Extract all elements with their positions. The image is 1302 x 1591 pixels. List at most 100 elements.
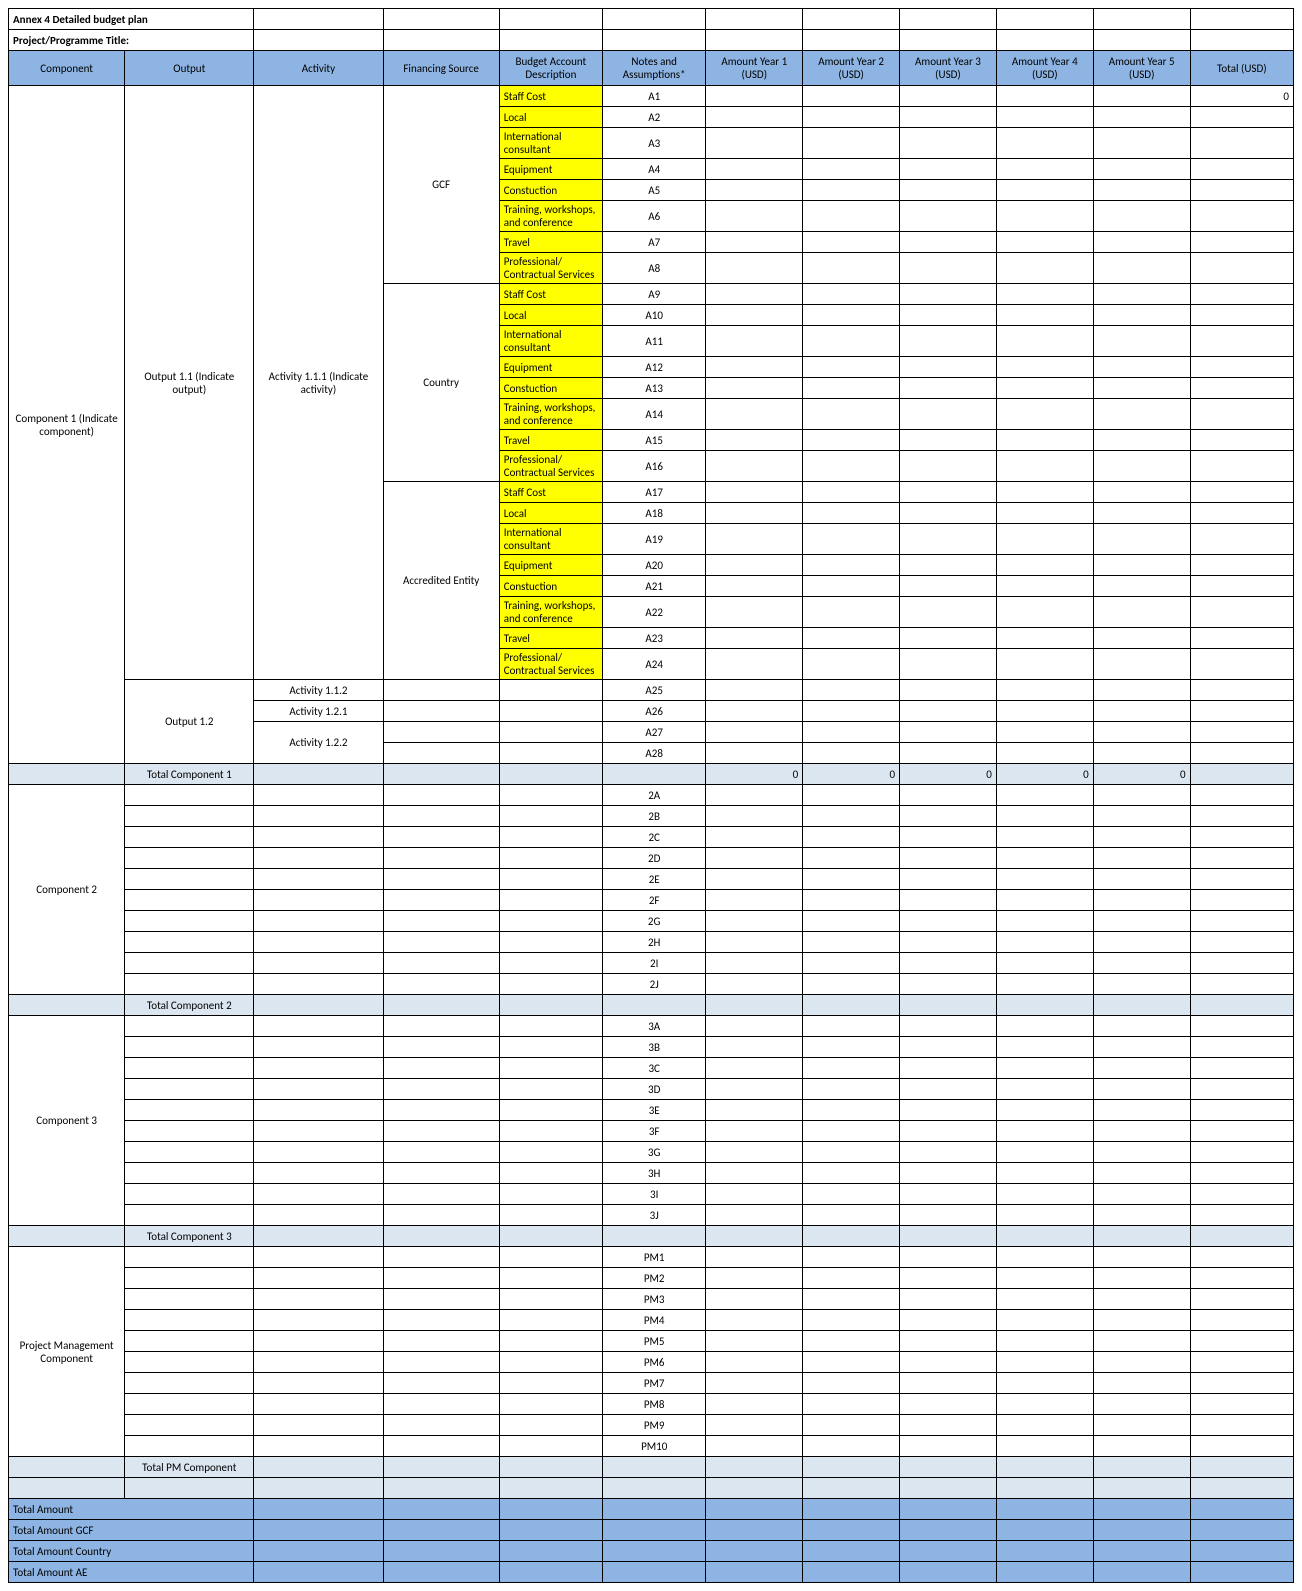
notes-cell: A6 <box>603 201 706 232</box>
header-desc: Budget Account Description <box>499 51 602 86</box>
header-y5: Amount Year 5 (USD) <box>1093 51 1190 86</box>
budget-desc: Staff Cost <box>499 482 602 503</box>
table-row: 2D <box>9 848 1294 869</box>
budget-desc: Travel <box>499 430 602 451</box>
table-row: PM4 <box>9 1310 1294 1331</box>
notes-cell: 3H <box>603 1163 706 1184</box>
summary-label: Total Amount AE <box>9 1562 254 1583</box>
budget-desc: Local <box>499 107 602 128</box>
total-c1-y1: 0 <box>706 764 803 785</box>
notes-cell: A16 <box>603 451 706 482</box>
table-row: 2C <box>9 827 1294 848</box>
notes-cell: A22 <box>603 597 706 628</box>
notes-cell: 3F <box>603 1121 706 1142</box>
total-component3-label: Total Component 3 <box>125 1226 254 1247</box>
notes-cell: 3B <box>603 1037 706 1058</box>
notes-cell: A11 <box>603 326 706 357</box>
notes-cell: 3A <box>603 1016 706 1037</box>
budget-desc: International consultant <box>499 524 602 555</box>
total-gcf-row: Total Amount GCF <box>9 1520 1294 1541</box>
notes-cell: 2H <box>603 932 706 953</box>
output12-label: Output 1.2 <box>125 680 254 764</box>
notes-cell: PM9 <box>603 1415 706 1436</box>
component1-label: Component 1 (Indicate component) <box>9 86 125 764</box>
column-headers: Component Output Activity Financing Sour… <box>9 51 1294 86</box>
notes-cell: A3 <box>603 128 706 159</box>
total-amount-row: Total Amount <box>9 1499 1294 1520</box>
table-row: PM8 <box>9 1394 1294 1415</box>
table-row: 2I <box>9 953 1294 974</box>
notes-cell: 2D <box>603 848 706 869</box>
budget-desc: Training, workshops, and conference <box>499 399 602 430</box>
notes-cell: PM3 <box>603 1289 706 1310</box>
table-row: 3J <box>9 1205 1294 1226</box>
table-row: 2G <box>9 911 1294 932</box>
total-c1-y4: 0 <box>996 764 1093 785</box>
table-row: 2B <box>9 806 1294 827</box>
notes-cell: A9 <box>603 284 706 305</box>
total-component1-label: Total Component 1 <box>125 764 254 785</box>
notes-cell: PM2 <box>603 1268 706 1289</box>
table-row: Component 3 3A <box>9 1016 1294 1037</box>
row-total: 0 <box>1190 86 1293 107</box>
financing-gcf: GCF <box>383 86 499 284</box>
notes-cell: 3D <box>603 1079 706 1100</box>
table-row: 3G <box>9 1142 1294 1163</box>
notes-cell: A23 <box>603 628 706 649</box>
table-row: 3E <box>9 1100 1294 1121</box>
notes-cell: A10 <box>603 305 706 326</box>
table-row: 3D <box>9 1079 1294 1100</box>
notes-cell: PM1 <box>603 1247 706 1268</box>
notes-cell: A7 <box>603 232 706 253</box>
total-c1-y2: 0 <box>803 764 900 785</box>
notes-cell: A17 <box>603 482 706 503</box>
table-row: PM7 <box>9 1373 1294 1394</box>
header-y2: Amount Year 2 (USD) <box>803 51 900 86</box>
total-c1-y5: 0 <box>1093 764 1190 785</box>
budget-desc: Professional/ Contractual Services <box>499 649 602 680</box>
notes-cell: 2I <box>603 953 706 974</box>
notes-cell: 3C <box>603 1058 706 1079</box>
notes-cell: A25 <box>603 680 706 701</box>
total-pm-label: Total PM Component <box>125 1457 254 1478</box>
budget-desc: Constuction <box>499 378 602 399</box>
project-title-row: Project/Programme Title: <box>9 30 1294 51</box>
notes-cell: 3G <box>603 1142 706 1163</box>
component2-label: Component 2 <box>9 785 125 995</box>
header-total: Total (USD) <box>1190 51 1293 86</box>
table-row: 3H <box>9 1163 1294 1184</box>
output11-label: Output 1.1 (Indicate output) <box>125 86 254 680</box>
table-row: 3C <box>9 1058 1294 1079</box>
budget-desc: Training, workshops, and conference <box>499 597 602 628</box>
budget-desc: Travel <box>499 232 602 253</box>
notes-cell: 3J <box>603 1205 706 1226</box>
header-output: Output <box>125 51 254 86</box>
notes-cell: A27 <box>603 722 706 743</box>
table-row: 2J <box>9 974 1294 995</box>
notes-cell: PM7 <box>603 1373 706 1394</box>
notes-cell: A13 <box>603 378 706 399</box>
table-row: PM10 <box>9 1436 1294 1457</box>
budget-desc: Training, workshops, and conference <box>499 201 602 232</box>
notes-cell: 2C <box>603 827 706 848</box>
budget-desc: International consultant <box>499 128 602 159</box>
total-pm-row: Total PM Component <box>9 1457 1294 1478</box>
notes-cell: A19 <box>603 524 706 555</box>
notes-cell: PM6 <box>603 1352 706 1373</box>
notes-cell: PM5 <box>603 1331 706 1352</box>
header-financing: Financing Source <box>383 51 499 86</box>
table-row: 2E <box>9 869 1294 890</box>
notes-cell: PM8 <box>603 1394 706 1415</box>
notes-cell: 2F <box>603 890 706 911</box>
notes-cell: A28 <box>603 743 706 764</box>
activity111-label: Activity 1.1.1 (Indicate activity) <box>254 86 383 680</box>
notes-cell: A18 <box>603 503 706 524</box>
spacer-row <box>9 1478 1294 1499</box>
budget-desc: Professional/ Contractual Services <box>499 451 602 482</box>
notes-cell: A2 <box>603 107 706 128</box>
table-row: 3B <box>9 1037 1294 1058</box>
notes-cell: A21 <box>603 576 706 597</box>
notes-cell: A24 <box>603 649 706 680</box>
header-activity: Activity <box>254 51 383 86</box>
notes-cell: 2J <box>603 974 706 995</box>
